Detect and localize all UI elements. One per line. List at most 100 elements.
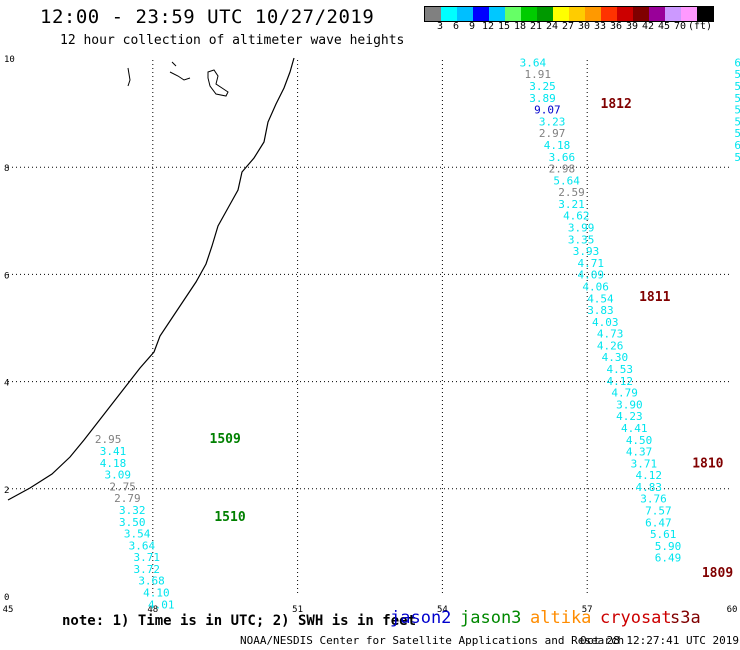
- scale-label: 39: [625, 21, 639, 32]
- wave-height-value: 4.03: [592, 316, 619, 329]
- wave-height-value: 3.32: [119, 504, 146, 517]
- scale-label: 36: [609, 21, 623, 32]
- wave-height-value: 3.66: [549, 151, 576, 164]
- scale-swatch: [585, 7, 601, 21]
- coastline-mainland: [7, 57, 295, 501]
- wave-height-value: 4.01: [148, 598, 175, 611]
- scale-label: 45: [657, 21, 671, 32]
- wave-height-value: 4.10: [143, 587, 170, 600]
- wave-height-value: 3.54: [124, 528, 151, 541]
- scale-label: 6: [452, 21, 460, 32]
- wave-height-value: 4.06: [582, 280, 609, 293]
- y-tick-label: 4: [4, 379, 9, 389]
- scale-swatch: [505, 7, 521, 21]
- units-note: note: 1) Time is in UTC; 2) SWH is in fe…: [62, 613, 417, 629]
- island-outline: [207, 69, 229, 97]
- scale-swatch: [569, 7, 585, 21]
- scale-label: 18: [513, 21, 527, 32]
- wave-height-value: 3.71: [133, 551, 160, 564]
- wave-height-value: 2.97: [539, 127, 566, 140]
- wave-height-value: 5.: [734, 68, 740, 81]
- wave-height-value: 5.: [734, 80, 740, 93]
- y-tick-label: 6: [4, 271, 9, 281]
- wave-height-value: 4.54: [587, 292, 614, 305]
- wave-height-color-scale: [424, 6, 714, 22]
- wave-height-value: 4.18: [100, 457, 127, 470]
- scale-label: 15: [497, 21, 511, 32]
- y-tick-label: 0: [4, 593, 9, 603]
- map-grid: [8, 60, 732, 596]
- wave-height-value: 5.: [734, 104, 740, 117]
- scale-swatch: [441, 7, 457, 21]
- wave-height-value: 4.12: [635, 469, 662, 482]
- x-tick-label: 54: [437, 605, 448, 615]
- wave-height-value: 3.90: [616, 398, 643, 411]
- pass-time-label: 1810: [692, 456, 723, 471]
- satellite-legend-jason2: jason2: [390, 608, 452, 628]
- wave-height-value: 4.23: [616, 410, 643, 423]
- wave-height-value: 4.53: [607, 363, 634, 376]
- wave-height-value: 4.79: [611, 387, 638, 400]
- wave-height-value: 5.64: [553, 174, 580, 187]
- pass-time-label: 1509: [210, 432, 241, 447]
- wave-height-value: 3.23: [539, 115, 566, 128]
- scale-label: 27: [561, 21, 575, 32]
- wave-height-value: 3.89: [529, 92, 556, 105]
- wave-height-value: 5.61: [650, 528, 677, 541]
- wave-height-value: 6.: [734, 139, 740, 152]
- scale-label: 3: [436, 21, 444, 32]
- scale-label: 42: [641, 21, 655, 32]
- wave-height-value: 3.50: [119, 516, 146, 529]
- wave-height-value: 2.79: [114, 492, 141, 505]
- wave-height-value: 9.07: [534, 104, 561, 117]
- wave-height-value: 3.21: [558, 198, 585, 211]
- wave-height-value: 5.: [734, 127, 740, 140]
- wave-height-value: 3.71: [631, 457, 658, 470]
- scale-swatch: [649, 7, 665, 21]
- pass-time-label: 1809: [702, 566, 733, 581]
- wave-height-value: 3.76: [640, 493, 667, 506]
- footer-credit: NOAA/NESDIS Center for Satellite Applica…: [240, 634, 625, 647]
- altimeter-points: 2.953.414.183.092.752.793.323.503.543.64…: [95, 56, 740, 611]
- pass-time-label: 1510: [214, 510, 245, 525]
- y-tick-label: 10: [4, 55, 15, 65]
- wave-height-value: 5.: [734, 151, 740, 164]
- wave-height-value: 2.95: [95, 433, 122, 446]
- x-tick-label: 57: [582, 605, 593, 615]
- satellite-legend-jason3: jason3: [460, 608, 522, 628]
- wave-height-value: 3.25: [529, 80, 556, 93]
- scale-swatch: [537, 7, 553, 21]
- satellite-legend-s3a: s3a: [670, 608, 701, 628]
- wave-height-value: 3.35: [568, 233, 595, 246]
- wave-height-value: 3.41: [100, 445, 127, 458]
- island-outline: [169, 61, 191, 81]
- wave-height-value: 4.18: [544, 139, 571, 152]
- wave-height-value: 3.68: [138, 575, 165, 588]
- wave-height-value: 4.37: [626, 446, 653, 459]
- wave-height-value: 4.12: [607, 375, 634, 388]
- axis-tick-labels: 45 48 51 54 57 60 0 2 4 6 8 10: [3, 55, 738, 615]
- scale-swatch: [489, 7, 505, 21]
- wave-height-value: 4.41: [621, 422, 648, 435]
- y-tick-label: 8: [4, 164, 9, 174]
- scale-label: 9: [468, 21, 476, 32]
- wave-height-value: 4.83: [635, 481, 662, 494]
- wave-height-value: 3.93: [573, 245, 600, 258]
- scale-label: (ft): [687, 21, 713, 32]
- wave-height-value: 2.98: [549, 163, 576, 176]
- wave-height-value: 4.30: [602, 351, 629, 364]
- wave-height-value: 6.0: [734, 56, 740, 69]
- wave-height-value: 3.72: [133, 563, 160, 576]
- satellite-legend-cryosat: cryosat: [600, 608, 672, 628]
- island-outline: [127, 67, 131, 87]
- scale-label: 33: [593, 21, 607, 32]
- wave-height-value: 2.75: [109, 480, 136, 493]
- wave-height-value: 3.64: [520, 56, 547, 69]
- scale-swatch: [601, 7, 617, 21]
- wave-height-value: 7.57: [645, 505, 672, 518]
- pass-time-label: 1811: [639, 290, 670, 305]
- wave-height-value: 3.99: [568, 222, 595, 235]
- scale-label: 30: [577, 21, 591, 32]
- footer-timestamp: Oct 28 12:27:41 UTC 2019: [580, 634, 739, 647]
